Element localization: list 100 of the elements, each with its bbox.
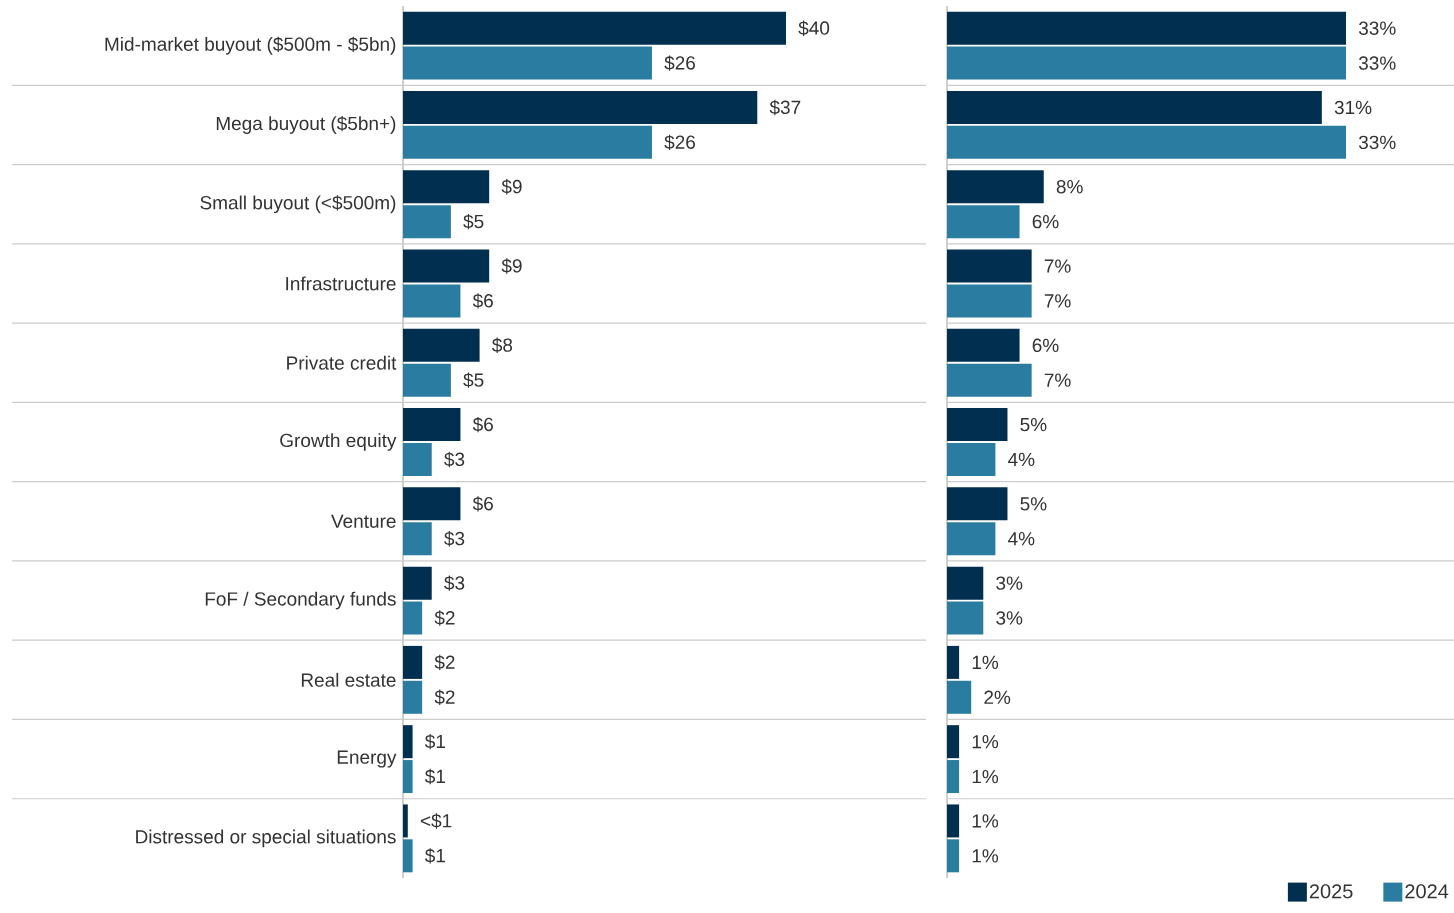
data-label: 1%	[972, 769, 999, 784]
bar	[403, 680, 423, 714]
data-label: $8	[492, 337, 513, 353]
data-label: $6	[472, 293, 493, 309]
data-label: 33%	[1358, 135, 1396, 150]
bar	[403, 363, 451, 397]
data-label: $2	[434, 610, 455, 626]
data-label: $3	[444, 531, 465, 547]
bar	[947, 566, 984, 600]
bar	[947, 46, 1347, 80]
bar	[403, 601, 423, 635]
legend-label: 2024	[1405, 884, 1449, 899]
data-label: 1%	[972, 814, 999, 828]
data-label: 2%	[984, 690, 1011, 704]
data-label: 5%	[1020, 417, 1047, 432]
bar	[403, 284, 461, 318]
bar	[403, 11, 786, 45]
bar	[403, 487, 461, 521]
y-tick-label: Private credit	[287, 355, 397, 370]
data-label: 4%	[1008, 452, 1035, 467]
bar	[403, 760, 413, 794]
data-label: 7%	[1044, 294, 1071, 308]
data-label: 33%	[1358, 21, 1396, 35]
data-label: $6	[472, 496, 493, 512]
y-tick-label: Infrastructure	[286, 276, 396, 291]
data-label: $26	[664, 55, 696, 71]
bar	[403, 522, 432, 556]
bar	[947, 442, 996, 476]
data-label: <$1	[420, 813, 452, 829]
bar	[947, 284, 1032, 318]
data-label: 33%	[1358, 56, 1396, 70]
data-label: $5	[463, 372, 484, 388]
data-label: $2	[434, 689, 455, 705]
bar	[947, 522, 996, 556]
bar	[403, 566, 432, 600]
data-label: $2	[434, 654, 455, 671]
bar	[403, 125, 652, 159]
data-label: 6%	[1032, 214, 1059, 229]
y-tick-label: Mid-market buyout ($500m - $5bn)	[105, 36, 396, 55]
data-label: $3	[444, 575, 465, 591]
bar	[947, 839, 960, 873]
data-label: $3	[444, 451, 465, 468]
bar	[947, 170, 1044, 204]
bar	[403, 804, 408, 838]
bar	[403, 249, 490, 283]
y-tick-label: FoF / Secondary funds	[205, 591, 396, 610]
bar	[947, 601, 984, 635]
data-label: $37	[769, 99, 801, 116]
bar	[403, 170, 490, 204]
bar	[403, 90, 758, 124]
data-label: $40	[798, 20, 830, 36]
y-tick-label: Small buyout (<$500m)	[200, 195, 396, 214]
y-tick-label: Real estate	[301, 672, 396, 687]
bar	[947, 804, 960, 838]
data-label: $9	[501, 179, 522, 195]
bar	[947, 363, 1032, 397]
bar	[403, 442, 432, 476]
data-label: $1	[424, 768, 445, 785]
data-label: $5	[463, 213, 484, 230]
data-label: 3%	[996, 576, 1023, 590]
data-label: $1	[424, 733, 445, 750]
bar	[947, 90, 1322, 124]
bar	[403, 328, 480, 362]
data-label: $6	[472, 416, 493, 433]
data-label: $9	[501, 258, 522, 274]
data-label: 3%	[996, 611, 1023, 625]
bar	[947, 125, 1347, 159]
bar	[947, 487, 1008, 521]
bar	[947, 205, 1020, 239]
data-label: $1	[424, 848, 445, 864]
bar	[947, 249, 1032, 283]
bar	[403, 839, 413, 873]
data-label: 1%	[972, 735, 999, 749]
data-label: 1%	[972, 655, 999, 670]
legend-label: 2025	[1309, 884, 1353, 899]
bar	[947, 11, 1347, 45]
y-tick-label: Venture	[331, 514, 396, 528]
data-label: 31%	[1334, 100, 1372, 115]
y-tick-label: Distressed or special situations	[136, 829, 396, 848]
y-tick-label: Growth equity	[280, 433, 397, 451]
bar	[403, 205, 451, 239]
bar	[403, 645, 423, 679]
bar	[403, 725, 413, 759]
bar	[947, 680, 972, 714]
data-label: 6%	[1032, 338, 1059, 353]
y-tick-label: Energy	[337, 750, 397, 768]
bar	[947, 328, 1020, 362]
bar	[947, 408, 1008, 442]
data-label: $26	[664, 134, 696, 151]
bar	[403, 46, 652, 80]
bar	[947, 645, 960, 679]
bar	[403, 408, 461, 442]
data-label: 1%	[972, 849, 999, 863]
data-label: 4%	[1008, 532, 1035, 546]
bar	[947, 725, 960, 759]
data-label: 7%	[1044, 373, 1071, 387]
y-tick-label: Mega buyout ($5bn+)	[216, 115, 396, 134]
bar	[947, 760, 960, 794]
data-label: 7%	[1044, 259, 1071, 273]
data-label: 8%	[1056, 180, 1083, 194]
